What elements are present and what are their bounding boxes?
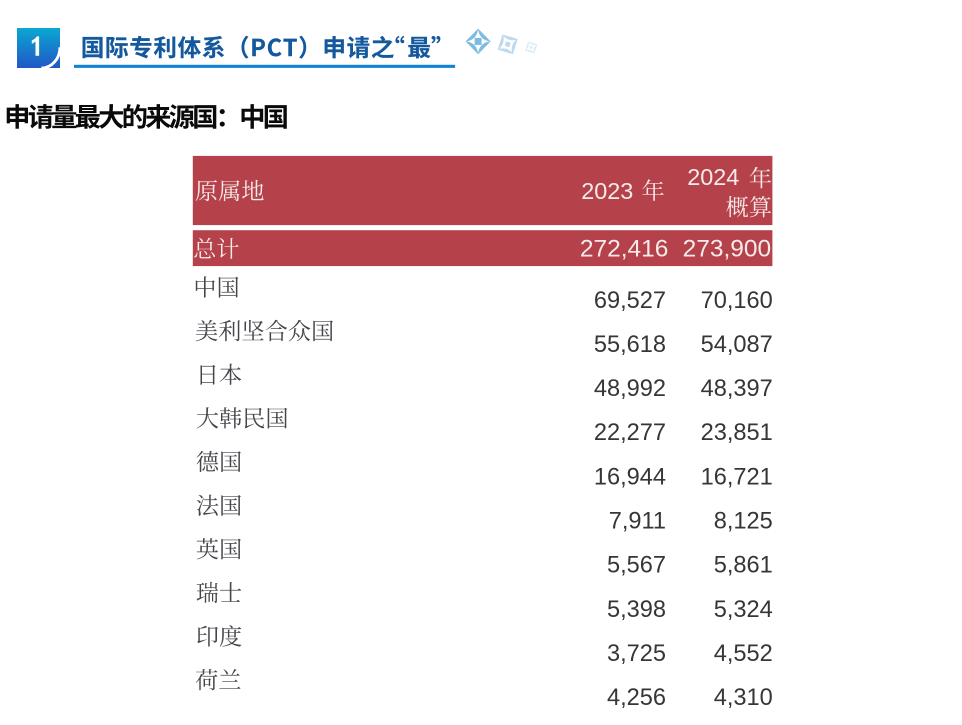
svg-text:69,527: 69,527 [594,288,666,314]
svg-text:55,618: 55,618 [594,332,666,358]
svg-text:2024: 2024 [687,164,739,190]
svg-text:4,310: 4,310 [714,685,773,711]
svg-text:48,397: 48,397 [701,376,773,402]
svg-text:4,552: 4,552 [714,641,773,667]
svg-text:5,567: 5,567 [607,553,666,579]
svg-text:4,256: 4,256 [607,685,666,711]
svg-text:23,851: 23,851 [701,420,773,446]
svg-text:3,725: 3,725 [607,641,666,667]
svg-text:22,277: 22,277 [594,420,666,446]
svg-text:7,911: 7,911 [609,509,666,535]
svg-text:16,944: 16,944 [594,464,666,490]
svg-text:5,398: 5,398 [607,597,666,623]
svg-text:272,416: 272,416 [580,236,669,263]
svg-text:5,324: 5,324 [714,597,773,623]
svg-text:48,992: 48,992 [594,376,666,402]
svg-text:16,721: 16,721 [701,464,773,490]
svg-text:8,125: 8,125 [714,509,773,535]
svg-text:2023: 2023 [581,178,633,204]
svg-text:5,861: 5,861 [714,553,773,579]
svg-text:273,900: 273,900 [683,236,772,263]
svg-text:70,160: 70,160 [701,288,773,314]
svg-text:54,087: 54,087 [701,332,773,358]
